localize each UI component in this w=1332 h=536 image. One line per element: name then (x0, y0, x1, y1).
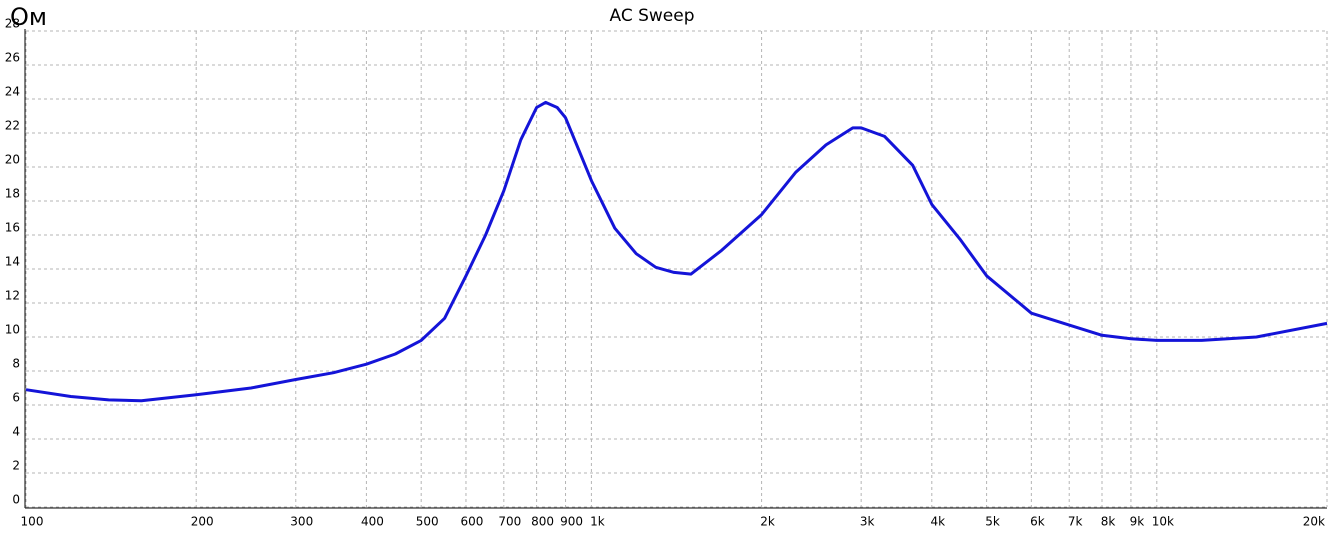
x-tick-label: 400 (361, 515, 384, 529)
y-tick-label: 20 (5, 153, 20, 167)
y-tick-label: 26 (5, 51, 20, 65)
y-axis-label: Ом (10, 3, 47, 31)
x-tick-label: 20k (1303, 515, 1325, 529)
x-tick-label: 8k (1101, 515, 1116, 529)
x-tick-label: 6k (1030, 515, 1045, 529)
y-tick-label: 24 (5, 85, 20, 99)
y-tick-label: 8 (12, 357, 20, 371)
x-tick-label: 3k (860, 515, 875, 529)
x-tick-label: 100 (21, 515, 44, 529)
x-tick-label: 2k (760, 515, 775, 529)
y-tick-label: 16 (5, 221, 20, 235)
x-tick-label: 900 (560, 515, 583, 529)
y-tick-label: 18 (5, 187, 20, 201)
x-tick-label: 1k (590, 515, 605, 529)
x-tick-label: 9k (1130, 515, 1145, 529)
y-tick-label: 2 (12, 459, 20, 473)
x-tick-label: 4k (931, 515, 946, 529)
x-tick-label: 300 (290, 515, 313, 529)
y-tick-label: 6 (12, 391, 20, 405)
y-tick-label: 28 (5, 17, 20, 31)
y-tick-label: 4 (12, 425, 20, 439)
x-tick-label: 200 (191, 515, 214, 529)
y-tick-label: 10 (5, 323, 20, 337)
x-tick-label: 7k (1068, 515, 1083, 529)
chart-title: AC Sweep (609, 6, 694, 26)
x-tick-label: 5k (985, 515, 1000, 529)
y-tick-label: 22 (5, 119, 20, 133)
series-line (25, 100, 1328, 403)
x-tick-label: 700 (498, 515, 521, 529)
y-tick-label: 12 (5, 289, 20, 303)
y-tick-label: 14 (5, 255, 20, 269)
y-tick-label: 0 (12, 493, 20, 507)
x-tick-label: 800 (531, 515, 554, 529)
x-tick-label: 500 (416, 515, 439, 529)
x-tick-label: 10k (1152, 515, 1174, 529)
x-tick-label: 600 (461, 515, 484, 529)
